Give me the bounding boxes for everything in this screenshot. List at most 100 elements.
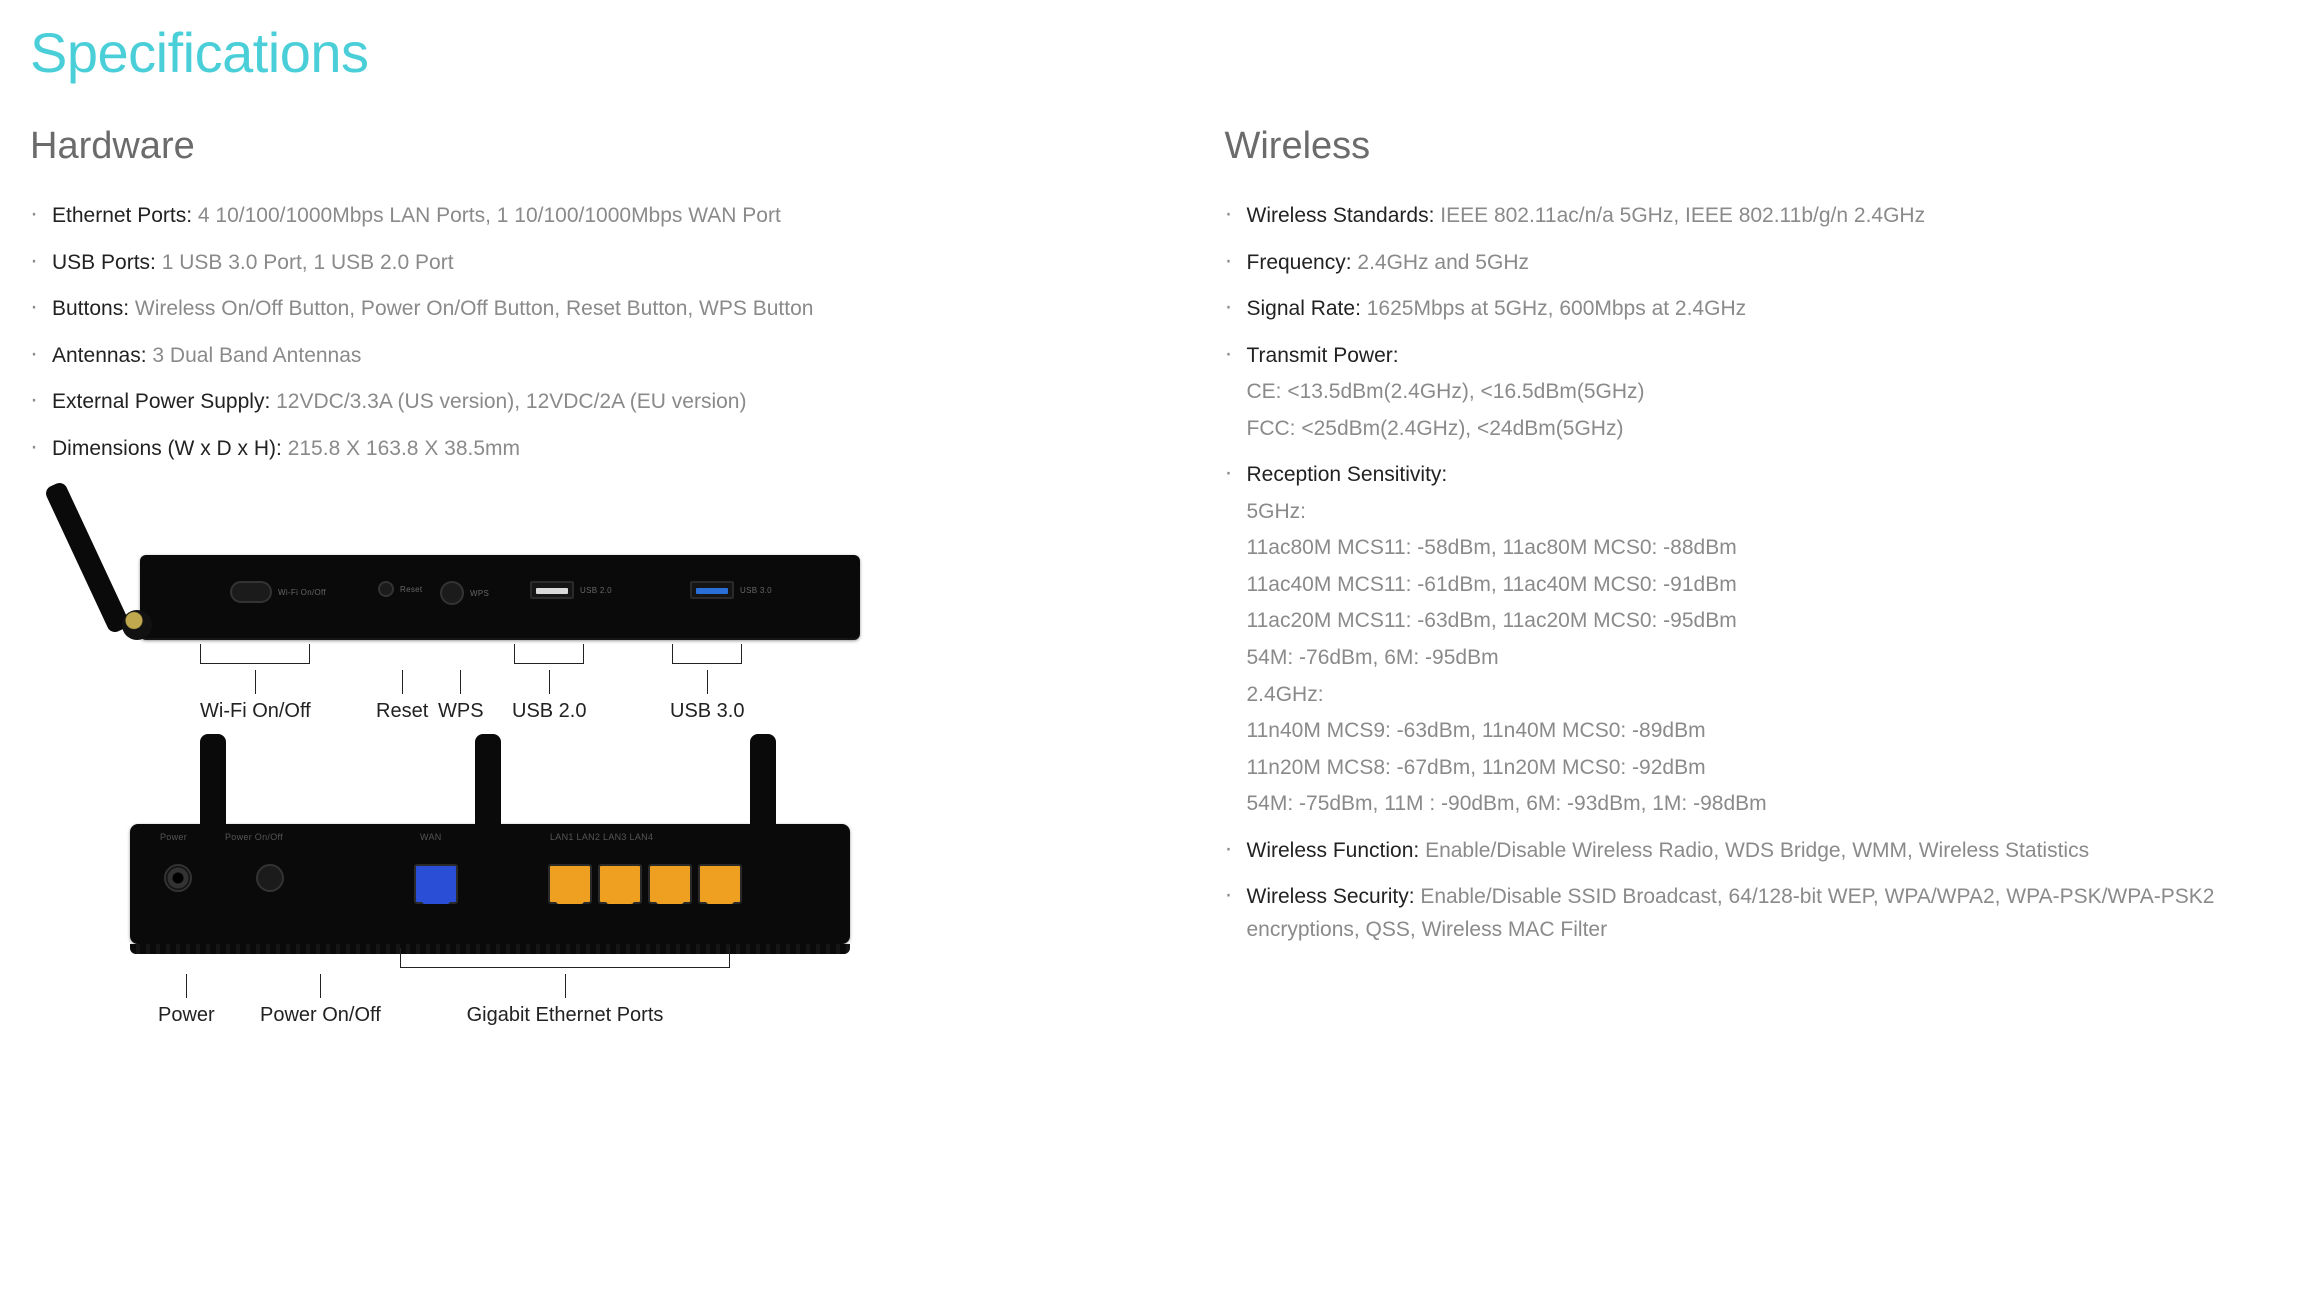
side-callout-label: USB 3.0 <box>670 700 744 723</box>
wireless-item: Signal Rate: 1625Mbps at 5GHz, 600Mbps a… <box>1225 293 2280 326</box>
wireless-item: Frequency: 2.4GHz and 5GHz <box>1225 247 2280 280</box>
wireless-item-label: Wireless Function: <box>1247 839 1420 862</box>
wifi-onoff-button: Wi-Fi On/Off <box>230 581 326 603</box>
wireless-item-value: IEEE 802.11ac/n/a 5GHz, IEEE 802.11b/g/n… <box>1440 204 1925 227</box>
wireless-list: Wireless Standards: IEEE 802.11ac/n/a 5G… <box>1225 200 2280 946</box>
power-tinylabel: Power <box>160 832 187 842</box>
wireless-item-value: 2.4GHz and 5GHz <box>1357 251 1529 274</box>
wireless-heading: Wireless <box>1225 125 2280 168</box>
back-callout: Gigabit Ethernet Ports <box>400 948 730 1027</box>
lan-port-2 <box>598 864 642 904</box>
wireless-item-value: Enable/Disable Wireless Radio, WDS Bridg… <box>1425 839 2089 862</box>
side-callout: USB 3.0 <box>670 644 744 723</box>
wireless-item: Wireless Security: Enable/Disable SSID B… <box>1225 881 2280 946</box>
hardware-item-label: Ethernet Ports: <box>52 204 192 227</box>
hardware-item: External Power Supply: 12VDC/3.3A (US ve… <box>30 386 1085 419</box>
wireless-item-value: 1625Mbps at 5GHz, 600Mbps at 2.4GHz <box>1367 297 1746 320</box>
hardware-item-value: Wireless On/Off Button, Power On/Off But… <box>135 297 814 320</box>
lan-port-3 <box>648 864 692 904</box>
wireless-item-label: Frequency: <box>1247 251 1352 274</box>
hardware-column: Hardware Ethernet Ports: 4 10/100/1000Mb… <box>30 125 1085 1128</box>
side-callout-label: USB 2.0 <box>512 700 586 723</box>
wireless-item: Wireless Function: Enable/Disable Wirele… <box>1225 835 2280 868</box>
back-callout: Power <box>158 948 215 1027</box>
hardware-item-value: 215.8 X 163.8 X 38.5mm <box>288 437 520 460</box>
back-callout-label: Gigabit Ethernet Ports <box>467 1004 664 1027</box>
lan-port-4 <box>698 864 742 904</box>
lan-port-1 <box>548 864 592 904</box>
side-callout: Wi-Fi On/Off <box>200 644 311 723</box>
wps-button: WPS <box>440 581 489 605</box>
side-callout-label: Wi-Fi On/Off <box>200 700 311 723</box>
router-back-body: Power Power On/Off WAN LAN1 LAN2 LAN3 LA… <box>130 824 850 944</box>
side-callout-label: Reset <box>376 700 428 723</box>
hardware-item-label: Buttons: <box>52 297 129 320</box>
hardware-item: USB Ports: 1 USB 3.0 Port, 1 USB 2.0 Por… <box>30 247 1085 280</box>
hardware-item: Ethernet Ports: 4 10/100/1000Mbps LAN Po… <box>30 200 1085 233</box>
wireless-column: Wireless Wireless Standards: IEEE 802.11… <box>1225 125 2280 1128</box>
hardware-list: Ethernet Ports: 4 10/100/1000Mbps LAN Po… <box>30 200 1085 465</box>
wireless-item-subline: 11n40M MCS9: -63dBm, 11n40M MCS0: -89dBm <box>1247 715 2280 748</box>
usb20-port: USB 2.0 <box>530 581 612 599</box>
wireless-item: Reception Sensitivity: 5GHz:11ac80M MCS11… <box>1225 459 2280 820</box>
usb30-tinylabel: USB 3.0 <box>740 586 772 595</box>
wireless-item-subline: 11ac20M MCS11: -63dBm, 11ac20M MCS0: -95… <box>1247 605 2280 638</box>
wireless-item-label: Signal Rate: <box>1247 297 1361 320</box>
hardware-item: Buttons: Wireless On/Off Button, Power O… <box>30 293 1085 326</box>
wan-tinylabel: WAN <box>420 832 442 842</box>
back-callout: Power On/Off <box>260 948 381 1027</box>
wireless-item-subline: 5GHz: <box>1247 496 2280 529</box>
wireless-item-subline: CE: <13.5dBm(2.4GHz), <16.5dBm(5GHz) <box>1247 376 2280 409</box>
side-callout: WPS <box>438 644 484 723</box>
router-diagrams: Wi-Fi On/Off Reset WPS USB 2.0 <box>30 555 1085 1038</box>
dc-jack-icon <box>164 864 192 892</box>
reset-button: Reset <box>378 581 422 597</box>
poweronoff-tinylabel: Power On/Off <box>225 832 283 842</box>
back-callouts: Power Power On/Off Gigabit Ethernet Ports <box>120 948 860 1038</box>
hardware-item: Antennas: 3 Dual Band Antennas <box>30 340 1085 373</box>
wireless-item-subline: 54M: -76dBm, 6M: -95dBm <box>1247 642 2280 675</box>
wps-tinylabel: WPS <box>470 589 489 598</box>
power-onoff-button <box>256 864 284 892</box>
usb30-port: USB 3.0 <box>690 581 772 599</box>
wireless-item-label: Reception Sensitivity: <box>1247 463 1448 486</box>
lan-tinylabel: LAN1 LAN2 LAN3 LAN4 <box>550 832 653 842</box>
hardware-heading: Hardware <box>30 125 1085 168</box>
side-callout: USB 2.0 <box>512 644 586 723</box>
wireless-item-label: Wireless Security: <box>1247 885 1415 908</box>
columns: Hardware Ethernet Ports: 4 10/100/1000Mb… <box>30 125 2279 1128</box>
wan-port <box>414 864 458 904</box>
hardware-item-value: 4 10/100/1000Mbps LAN Ports, 1 10/100/10… <box>198 204 781 227</box>
wireless-item-subline: 2.4GHz: <box>1247 679 2280 712</box>
wireless-item-subline: FCC: <25dBm(2.4GHz), <24dBm(5GHz) <box>1247 413 2280 446</box>
wireless-item-subline: 54M: -75dBm, 11M : -90dBm, 6M: -93dBm, 1… <box>1247 788 2280 821</box>
side-callout-label: WPS <box>438 700 484 723</box>
side-callout: Reset <box>376 644 428 723</box>
hardware-item-label: External Power Supply: <box>52 390 270 413</box>
back-callout-label: Power On/Off <box>260 1004 381 1027</box>
wireless-item-subline: 11n20M MCS8: -67dBm, 11n20M MCS0: -92dBm <box>1247 752 2280 785</box>
wireless-item-label: Transmit Power: <box>1247 344 1399 367</box>
page-title: Specifications <box>30 20 2279 85</box>
antenna-1-icon <box>200 734 226 844</box>
hardware-item-label: USB Ports: <box>52 251 156 274</box>
wireless-item: Wireless Standards: IEEE 802.11ac/n/a 5G… <box>1225 200 2280 233</box>
router-side-view: Wi-Fi On/Off Reset WPS USB 2.0 <box>120 555 860 734</box>
back-callout-label: Power <box>158 1004 215 1027</box>
hardware-item-label: Dimensions (W x D x H): <box>52 437 282 460</box>
hardware-item: Dimensions (W x D x H): 215.8 X 163.8 X … <box>30 433 1085 466</box>
side-callouts: Wi-Fi On/Off Reset WPS USB 2.0 USB 3.0 <box>120 644 860 734</box>
router-back-view: Power Power On/Off WAN LAN1 LAN2 LAN3 LA… <box>120 824 860 1038</box>
antenna-2-icon <box>475 734 501 844</box>
hardware-item-value: 3 Dual Band Antennas <box>152 344 361 367</box>
wireless-item-subline: 11ac80M MCS11: -58dBm, 11ac80M MCS0: -88… <box>1247 532 2280 565</box>
hardware-item-value: 1 USB 3.0 Port, 1 USB 2.0 Port <box>162 251 454 274</box>
antenna-3-icon <box>750 734 776 844</box>
router-side-body: Wi-Fi On/Off Reset WPS USB 2.0 <box>140 555 860 640</box>
usb20-tinylabel: USB 2.0 <box>580 586 612 595</box>
wireless-item-subline: 11ac40M MCS11: -61dBm, 11ac40M MCS0: -91… <box>1247 569 2280 602</box>
hardware-item-value: 12VDC/3.3A (US version), 12VDC/2A (EU ve… <box>276 390 746 413</box>
wifi-onoff-tinylabel: Wi-Fi On/Off <box>278 588 326 597</box>
wireless-item: Transmit Power: CE: <13.5dBm(2.4GHz), <16… <box>1225 340 2280 446</box>
wireless-item-label: Wireless Standards: <box>1247 204 1435 227</box>
